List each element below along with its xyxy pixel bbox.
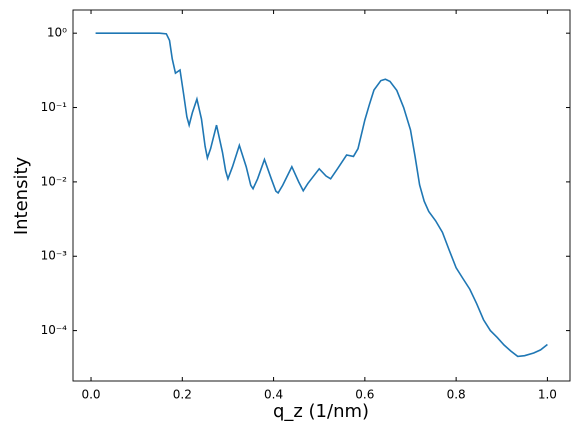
y-axis-label: Intensity (11, 156, 32, 235)
x-tick-label: 1.0 (538, 388, 557, 402)
x-tick-label: 0.0 (81, 388, 100, 402)
x-tick-label: 0.8 (447, 388, 466, 402)
y-tick-label: 10⁻¹ (41, 100, 68, 114)
plot-frame (72, 9, 571, 382)
line (95, 32, 548, 358)
y-tick-label: 10⁻³ (41, 249, 68, 263)
y-tick-label: 10⁻⁴ (41, 323, 68, 337)
x-axis-label: q_z (1/nm) (273, 401, 369, 422)
x-tick-label: 0.6 (355, 388, 374, 402)
x-tick-label: 0.2 (173, 388, 192, 402)
y-tick-label: 10⁰ (47, 26, 67, 40)
y-tick-label: 10⁻² (41, 174, 68, 188)
x-tick-label: 0.4 (264, 388, 283, 402)
